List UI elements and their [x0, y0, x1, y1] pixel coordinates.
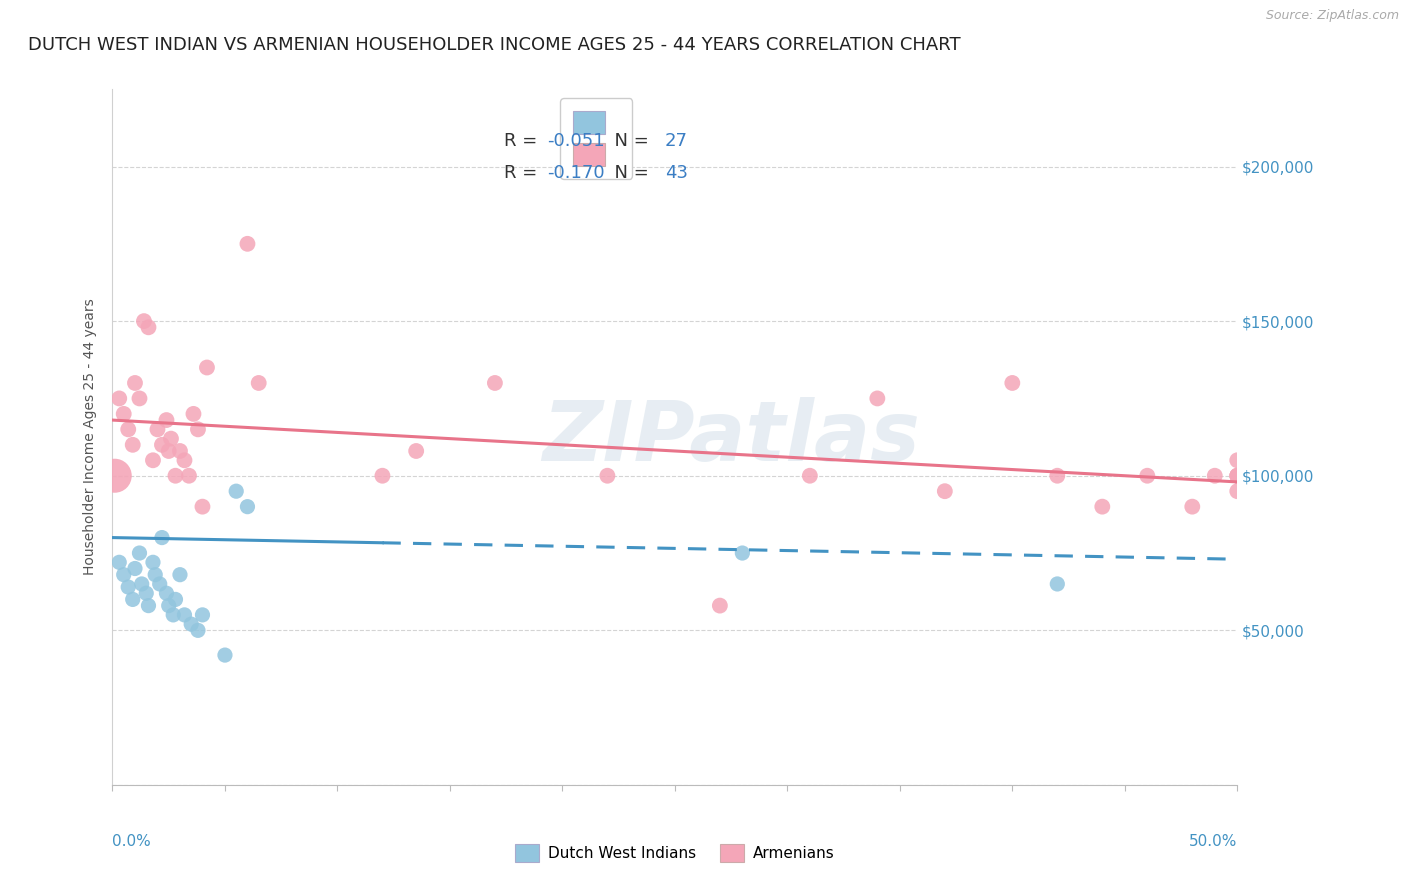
- Point: [1204, 468, 1226, 483]
- Point: [150, 438, 173, 452]
- Point: [157, 444, 180, 458]
- Point: [709, 599, 731, 613]
- Point: [155, 586, 177, 600]
- Point: [1226, 468, 1249, 483]
- Point: [131, 577, 153, 591]
- Text: R =: R =: [503, 132, 543, 151]
- Text: R =: R =: [503, 164, 543, 182]
- Point: [138, 320, 160, 334]
- Text: ZIPatlas: ZIPatlas: [543, 397, 920, 477]
- Point: [1226, 484, 1249, 499]
- Point: [160, 432, 183, 446]
- Point: [138, 599, 160, 613]
- Text: 43: 43: [665, 164, 688, 182]
- Text: 0.0%: 0.0%: [112, 834, 152, 849]
- Point: [1226, 468, 1249, 483]
- Text: -0.170: -0.170: [547, 164, 605, 182]
- Point: [124, 376, 146, 390]
- Point: [177, 468, 200, 483]
- Point: [157, 599, 180, 613]
- Point: [191, 607, 214, 622]
- Point: [169, 567, 191, 582]
- Point: [165, 468, 187, 483]
- Point: [128, 546, 150, 560]
- Point: [183, 407, 205, 421]
- Point: [405, 444, 427, 458]
- Point: [247, 376, 270, 390]
- Point: [173, 453, 195, 467]
- Point: [121, 592, 143, 607]
- Point: [165, 592, 187, 607]
- Point: [187, 422, 209, 436]
- Point: [1046, 468, 1069, 483]
- Point: [142, 453, 165, 467]
- Point: [225, 484, 247, 499]
- Point: [132, 314, 155, 328]
- Point: [149, 577, 172, 591]
- Point: [866, 392, 889, 406]
- Point: [799, 468, 821, 483]
- Point: [191, 500, 214, 514]
- Point: [128, 392, 150, 406]
- Point: [142, 555, 165, 569]
- Point: [187, 624, 209, 638]
- Point: [135, 586, 157, 600]
- Point: [214, 648, 236, 662]
- Point: [180, 617, 202, 632]
- Text: 50.0%: 50.0%: [1189, 834, 1237, 849]
- Point: [934, 484, 956, 499]
- Legend: Dutch West Indians, Armenians: Dutch West Indians, Armenians: [509, 838, 841, 868]
- Point: [143, 567, 166, 582]
- Point: [1091, 500, 1114, 514]
- Point: [236, 236, 259, 251]
- Text: Source: ZipAtlas.com: Source: ZipAtlas.com: [1265, 9, 1399, 22]
- Point: [731, 546, 754, 560]
- Point: [371, 468, 394, 483]
- Point: [112, 567, 135, 582]
- Point: [112, 407, 135, 421]
- Point: [155, 413, 177, 427]
- Point: [1046, 577, 1069, 591]
- Point: [1136, 468, 1159, 483]
- Text: N =: N =: [603, 164, 654, 182]
- Point: [108, 392, 131, 406]
- Point: [1181, 500, 1204, 514]
- Point: [117, 580, 139, 594]
- Point: [1226, 453, 1249, 467]
- Point: [173, 607, 195, 622]
- Point: [108, 555, 131, 569]
- Point: [121, 438, 143, 452]
- Point: [124, 561, 146, 575]
- Point: [596, 468, 619, 483]
- Point: [484, 376, 506, 390]
- Point: [236, 500, 259, 514]
- Point: [146, 422, 169, 436]
- Text: N =: N =: [603, 132, 654, 151]
- Point: [117, 422, 139, 436]
- Point: [1226, 468, 1249, 483]
- Y-axis label: Householder Income Ages 25 - 44 years: Householder Income Ages 25 - 44 years: [83, 299, 97, 575]
- Point: [162, 607, 184, 622]
- Text: 27: 27: [665, 132, 688, 151]
- Point: [195, 360, 218, 375]
- Point: [1001, 376, 1024, 390]
- Text: DUTCH WEST INDIAN VS ARMENIAN HOUSEHOLDER INCOME AGES 25 - 44 YEARS CORRELATION : DUTCH WEST INDIAN VS ARMENIAN HOUSEHOLDE…: [28, 36, 960, 54]
- Point: [150, 531, 173, 545]
- Point: [104, 468, 127, 483]
- Point: [169, 444, 191, 458]
- Text: -0.051: -0.051: [547, 132, 605, 151]
